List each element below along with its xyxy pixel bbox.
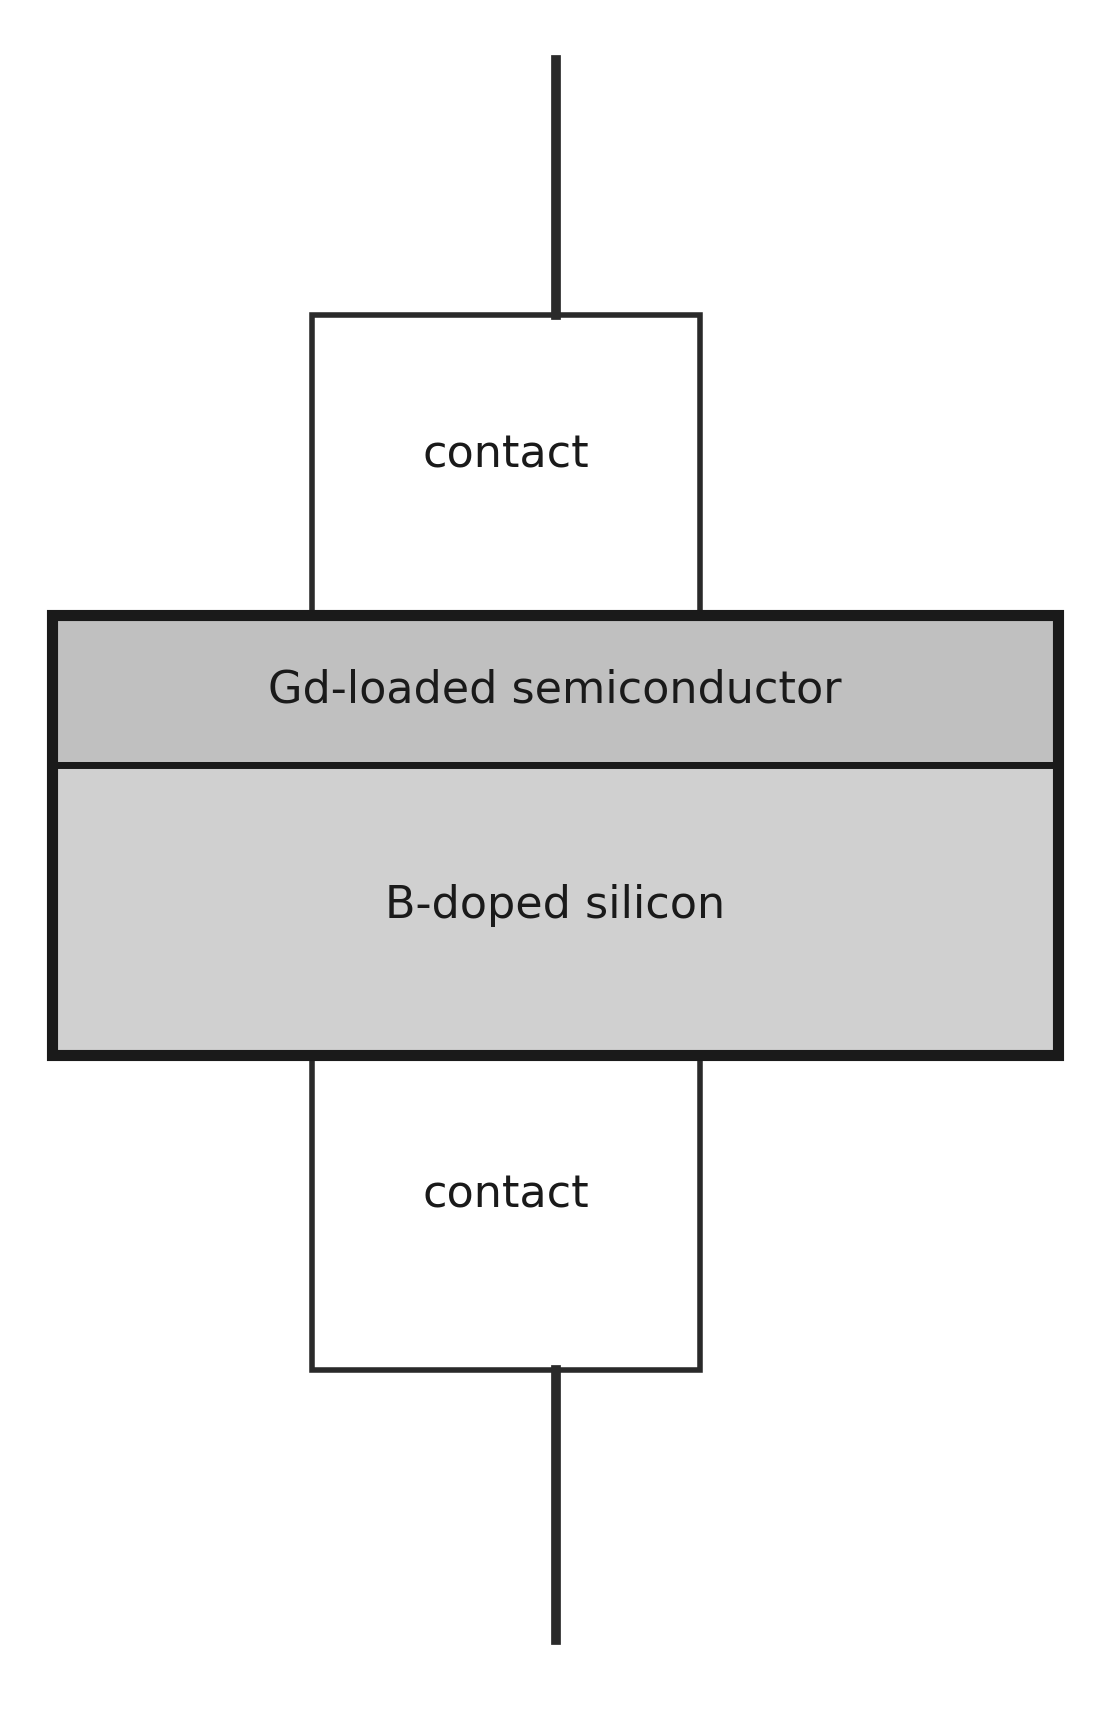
Bar: [52, 616, 1058, 764]
Bar: [312, 315, 700, 616]
Text: B-doped silicon: B-doped silicon: [385, 884, 725, 927]
Bar: [312, 1055, 700, 1370]
Text: contact: contact: [423, 434, 590, 477]
Text: Gd-loaded semiconductor: Gd-loaded semiconductor: [268, 669, 841, 711]
Text: contact: contact: [423, 1173, 590, 1216]
Bar: [52, 764, 1058, 1055]
Bar: [52, 616, 1058, 1055]
